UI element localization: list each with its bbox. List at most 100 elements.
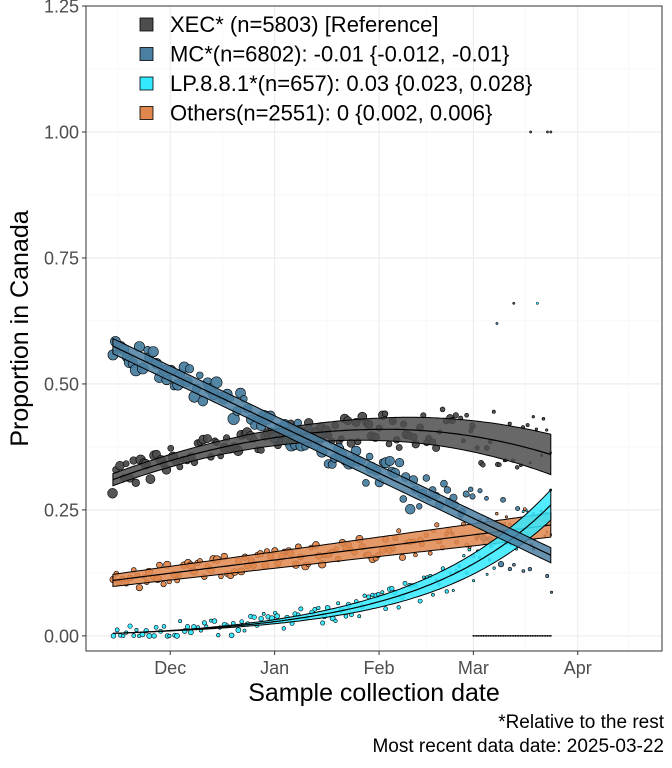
data-point <box>535 301 539 305</box>
data-point <box>528 634 530 637</box>
data-point <box>512 562 516 567</box>
data-point <box>485 634 488 637</box>
data-point <box>107 488 118 499</box>
legend-label: Others(n=2551): 0 {0.002, 0.006} <box>170 101 492 126</box>
data-point <box>462 490 470 498</box>
fit-band <box>112 512 552 588</box>
data-point <box>201 620 207 626</box>
data-point <box>216 633 221 638</box>
data-point <box>497 462 502 467</box>
data-point <box>538 634 540 637</box>
fit-line <box>112 524 551 582</box>
y-tick-label: 0.50 <box>44 374 79 394</box>
data-point <box>251 614 257 620</box>
data-point <box>343 614 349 619</box>
data-point <box>480 634 483 637</box>
legend-label: LP.8.8.1*(n=657): 0.03 {0.023, 0.028} <box>170 71 532 96</box>
x-axis: Dec Jan Feb Mar Apr <box>154 651 592 678</box>
data-point <box>549 634 552 637</box>
data-point <box>534 427 538 431</box>
legend-label: MC*(n=6802): -0.01 {-0.012, -0.01} <box>170 42 509 67</box>
data-point <box>422 474 430 482</box>
data-point <box>497 634 500 637</box>
data-point <box>174 633 180 639</box>
data-point <box>539 634 542 637</box>
data-point <box>531 634 534 637</box>
data-point <box>396 528 402 534</box>
data-point <box>472 579 476 583</box>
data-point <box>228 632 235 639</box>
data-point <box>188 629 194 636</box>
data-point <box>511 634 514 637</box>
data-point <box>479 634 482 637</box>
data-point <box>462 554 466 558</box>
data-point <box>526 634 529 637</box>
data-point <box>491 409 496 414</box>
data-point <box>422 575 426 579</box>
data-point <box>427 550 433 556</box>
data-point <box>531 415 535 419</box>
data-point <box>134 628 139 633</box>
data-point <box>258 615 264 622</box>
data-point <box>385 440 393 448</box>
data-point <box>495 511 499 516</box>
data-point <box>281 626 286 631</box>
data-point <box>145 474 156 484</box>
data-point <box>399 553 406 561</box>
data-point <box>482 634 485 637</box>
data-point <box>514 634 517 637</box>
data-point <box>366 594 371 600</box>
data-point <box>474 634 476 637</box>
data-point <box>178 619 183 624</box>
data-point <box>413 552 418 558</box>
data-point <box>487 634 490 637</box>
legend-label: XEC* (n=5803) [Reference] <box>170 12 438 37</box>
data-point <box>131 633 137 638</box>
data-point <box>519 634 522 637</box>
legend-swatch <box>139 76 154 91</box>
data-point <box>402 580 408 586</box>
fit-line <box>112 345 552 556</box>
data-point <box>383 606 388 612</box>
x-tick-label: Mar <box>458 658 489 678</box>
data-point <box>274 613 280 619</box>
data-point <box>469 493 476 500</box>
data-point <box>434 522 440 528</box>
y-tick-label: 1.00 <box>44 122 79 142</box>
data-point <box>127 623 133 629</box>
data-point <box>452 412 459 419</box>
data-point <box>362 479 370 487</box>
data-point <box>320 620 326 626</box>
data-point <box>492 634 495 637</box>
data-point <box>396 605 401 610</box>
data-point <box>380 590 385 595</box>
data-point <box>365 452 374 461</box>
data-point <box>546 130 549 134</box>
data-point <box>544 634 547 637</box>
data-point <box>135 584 143 592</box>
data-point <box>512 634 515 637</box>
data-point <box>521 634 524 637</box>
data-point <box>529 130 533 134</box>
data-point <box>490 634 493 637</box>
fit-bands <box>112 337 552 634</box>
data-point <box>417 598 423 604</box>
fit-line <box>112 504 552 634</box>
data-point <box>516 634 519 637</box>
x-tick-label: Dec <box>154 658 186 678</box>
data-point <box>496 634 498 637</box>
data-point <box>517 634 520 637</box>
data-point <box>440 479 448 488</box>
data-point <box>431 592 435 597</box>
data-point <box>545 428 549 432</box>
data-point <box>525 423 530 427</box>
legend-swatch <box>139 47 154 61</box>
data-point <box>522 634 525 637</box>
data-point <box>507 566 512 572</box>
data-point <box>394 457 405 468</box>
legend: XEC* (n=5803) [Reference] MC*(n=6802): -0… <box>139 12 532 126</box>
data-point <box>444 589 449 594</box>
x-tick-label: Apr <box>564 658 592 678</box>
data-point <box>509 634 512 637</box>
